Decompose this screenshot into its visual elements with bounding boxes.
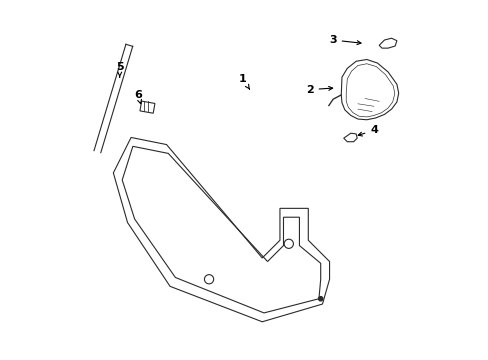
Text: 5: 5: [116, 62, 123, 77]
Bar: [140, 101, 155, 113]
Polygon shape: [87, 149, 107, 155]
Circle shape: [318, 297, 322, 301]
Text: 3: 3: [328, 35, 360, 45]
Text: 4: 4: [358, 125, 377, 136]
Text: 6: 6: [134, 90, 142, 104]
Text: 2: 2: [305, 85, 332, 95]
Text: 1: 1: [238, 74, 249, 89]
